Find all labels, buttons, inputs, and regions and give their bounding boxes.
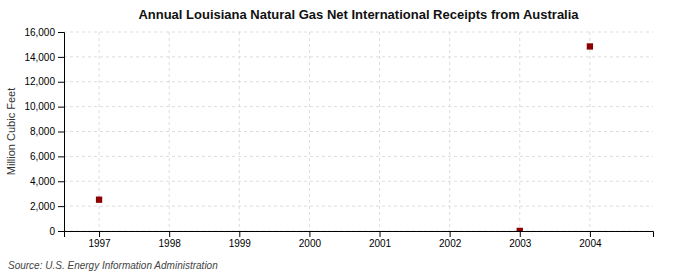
title: Annual Louisiana Natural Gas Net Interna… — [138, 7, 579, 22]
tick-mark — [169, 231, 170, 237]
tick-mark — [58, 32, 64, 33]
grid-line — [449, 32, 450, 231]
tick: 1997 — [88, 231, 111, 249]
tick: 8,000 — [30, 126, 64, 137]
tick-mark — [58, 181, 64, 182]
tick-mark — [239, 231, 240, 237]
tick: 2004 — [579, 231, 602, 249]
grid-line — [64, 131, 653, 132]
grid-line — [379, 32, 380, 231]
tick-mark — [58, 107, 64, 108]
tick-mark — [380, 231, 381, 237]
y-axis-label: Million Cubic Feet — [5, 88, 17, 175]
tick-label: 0 — [49, 226, 55, 237]
tick: 2000 — [299, 231, 322, 249]
grid-line — [64, 181, 653, 182]
tick: 10,000 — [24, 101, 64, 112]
tick-label: 1998 — [159, 238, 182, 249]
tick: 1999 — [229, 231, 252, 249]
tick-label: 12,000 — [24, 76, 55, 87]
point — [96, 197, 102, 203]
tick-label: 14,000 — [24, 52, 55, 63]
tick-mark — [99, 231, 100, 237]
grid-line — [64, 56, 653, 57]
point — [517, 228, 523, 231]
x-axis: 1997 1998 1999 2000 2001 2002 2003 2004 — [65, 231, 654, 249]
tick-label: 2002 — [439, 238, 462, 249]
tick: 0 — [49, 226, 64, 237]
grid-line — [239, 32, 240, 231]
grid-line — [64, 32, 653, 33]
tick-label: 2001 — [369, 238, 392, 249]
chart: 1997 1998 1999 2000 2001 2002 2003 2004 0 2,000 4,… — [0, 0, 675, 275]
tick-mark — [58, 231, 64, 232]
tick-label: 1999 — [229, 238, 252, 249]
points — [96, 43, 593, 231]
grid-line — [519, 32, 520, 231]
tick-label: 2,000 — [30, 201, 55, 212]
tick-mark — [450, 231, 451, 237]
tick-label: 8,000 — [30, 126, 55, 137]
point — [587, 43, 593, 49]
tick-mark — [520, 231, 521, 237]
grid — [64, 32, 653, 231]
tick-label: 2004 — [579, 238, 602, 249]
tick-label: 10,000 — [24, 101, 55, 112]
tick-mark — [590, 231, 591, 237]
axis-line — [58, 33, 65, 232]
tick: 14,000 — [24, 52, 64, 63]
tick-label: 16,000 — [24, 27, 55, 38]
tick: 1998 — [159, 231, 182, 249]
tick: 2002 — [439, 231, 462, 249]
tick: 12,000 — [24, 76, 64, 87]
grid-line — [589, 32, 590, 231]
grid-line — [309, 32, 310, 231]
tick: 2003 — [509, 231, 532, 249]
tick: 16,000 — [24, 27, 64, 38]
tick-label: 2003 — [509, 238, 532, 249]
tick: 2001 — [369, 231, 392, 249]
tick: 2,000 — [30, 201, 64, 212]
tick-mark — [58, 206, 64, 207]
grid-line — [64, 206, 653, 207]
grid-line — [64, 156, 653, 157]
axis-line — [65, 232, 654, 238]
tick-label: 6,000 — [30, 151, 55, 162]
annotation: Source: U.S. Energy Information Administ… — [8, 260, 218, 271]
tick-mark — [58, 156, 64, 157]
tick-label: 1997 — [88, 238, 111, 249]
tick-label: 2000 — [299, 238, 322, 249]
tick-mark — [58, 82, 64, 83]
grid-line — [169, 32, 170, 231]
grid-line — [64, 81, 653, 82]
tick: 6,000 — [30, 151, 64, 162]
tick-mark — [58, 132, 64, 133]
y-axis: 0 2,000 4,000 6,000 8,000 10,000 12,000 14,000 1… — [24, 27, 64, 237]
tick: 4,000 — [30, 176, 64, 187]
grid-line — [64, 106, 653, 107]
tick-mark — [58, 57, 64, 58]
tick-mark — [309, 231, 310, 237]
tick-label: 4,000 — [30, 176, 55, 187]
